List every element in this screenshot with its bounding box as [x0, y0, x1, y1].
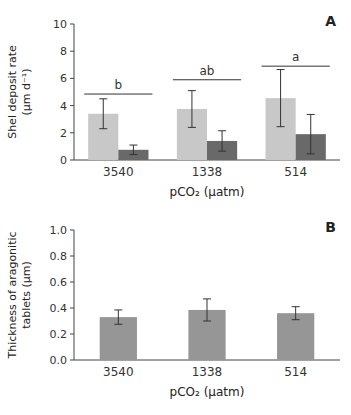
- error-bar: [99, 99, 107, 129]
- y-tick: [70, 230, 74, 231]
- error-cap: [99, 128, 107, 129]
- error-bar: [307, 114, 315, 153]
- y-tick: [70, 256, 74, 257]
- y-tick-label: 2: [60, 127, 67, 140]
- annotation: a: [292, 50, 299, 64]
- y-tick: [70, 160, 74, 161]
- error-cap: [129, 154, 137, 155]
- error-cap: [129, 145, 137, 146]
- error-cap: [114, 324, 122, 325]
- y-tick-label: 6: [60, 72, 67, 85]
- x-tick-label: 1338: [192, 165, 223, 179]
- y-axis-label: tablets (μm): [20, 261, 33, 329]
- error-bar: [188, 91, 196, 128]
- error-bar: [114, 310, 122, 324]
- error-cap: [292, 319, 300, 320]
- x-tick-label: 3540: [103, 165, 134, 179]
- panel: 0.0 0.2 0.4 0.6 0.8 1.0 3540 1338 514 Thickness o…: [6, 219, 340, 399]
- y-tick: [70, 334, 74, 335]
- chart-root: 0 2 4 6 8 10 3540 1338 514 Shel deposit rate(μm d…: [0, 0, 351, 415]
- error-stem: [118, 310, 119, 324]
- error-cap: [203, 321, 211, 322]
- y-tick: [70, 24, 74, 25]
- error-cap: [99, 98, 107, 99]
- panel-title: B: [325, 219, 336, 235]
- error-stem: [103, 99, 104, 129]
- y-tick-label: 4: [60, 100, 67, 113]
- error-cap: [277, 69, 285, 70]
- error-cap: [218, 130, 226, 131]
- y-axis-label: (μm d⁻¹): [20, 69, 33, 116]
- bar: [277, 313, 314, 360]
- y-axis-label: Shel deposit rate: [6, 45, 19, 139]
- y-axis: [74, 230, 75, 360]
- y-tick-label: 0.0: [50, 354, 68, 367]
- error-cap: [292, 306, 300, 307]
- y-tick-label: 0.2: [50, 328, 68, 341]
- y-tick: [70, 132, 74, 133]
- error-stem: [191, 91, 192, 128]
- y-tick-label: 0.4: [50, 302, 68, 315]
- y-axis-label: Thickness of aragonitic: [6, 231, 19, 359]
- y-tick-label: 0.8: [50, 250, 68, 263]
- panel-title: A: [325, 13, 336, 29]
- y-tick-label: 0: [60, 154, 67, 167]
- bracket: [262, 66, 330, 67]
- error-stem: [280, 70, 281, 127]
- y-axis: [74, 24, 75, 160]
- error-stem: [310, 114, 311, 153]
- bracket: [173, 79, 241, 80]
- y-tick-label: 8: [60, 45, 67, 58]
- x-tick-label: 514: [284, 365, 307, 379]
- x-tick-label: 514: [284, 165, 307, 179]
- error-bar: [292, 307, 300, 320]
- y-tick: [70, 308, 74, 309]
- y-tick-label: 0.6: [50, 276, 68, 289]
- marks: [100, 299, 315, 360]
- y-tick: [70, 78, 74, 79]
- error-cap: [188, 90, 196, 91]
- error-bar: [129, 145, 137, 155]
- y-tick-label: 1.0: [50, 224, 68, 237]
- y-tick: [70, 51, 74, 52]
- x-axis-label: pCO₂ (μatm): [170, 185, 245, 199]
- error-stem: [133, 145, 134, 155]
- error-cap: [277, 126, 285, 127]
- bracket: [84, 94, 152, 95]
- error-cap: [307, 114, 315, 115]
- error-cap: [203, 298, 211, 299]
- error-bar: [203, 299, 211, 321]
- annotation: ab: [200, 64, 215, 78]
- error-stem: [207, 299, 208, 321]
- error-bar: [277, 70, 285, 127]
- y-tick: [70, 105, 74, 106]
- y-tick: [70, 360, 74, 361]
- annotation: b: [115, 78, 123, 92]
- x-axis-label: pCO₂ (μatm): [170, 385, 245, 399]
- panel: 0 2 4 6 8 10 3540 1338 514 Shel deposit rate(μm d…: [6, 13, 340, 199]
- error-bar: [218, 131, 226, 151]
- error-cap: [218, 151, 226, 152]
- x-tick-label: 1338: [192, 365, 223, 379]
- y-tick-label: 10: [53, 18, 67, 31]
- error-cap: [114, 309, 122, 310]
- error-cap: [188, 127, 196, 128]
- error-cap: [307, 153, 315, 154]
- error-stem: [295, 307, 296, 320]
- x-tick-label: 3540: [103, 365, 134, 379]
- y-tick: [70, 282, 74, 283]
- error-stem: [222, 131, 223, 151]
- marks: [84, 66, 330, 160]
